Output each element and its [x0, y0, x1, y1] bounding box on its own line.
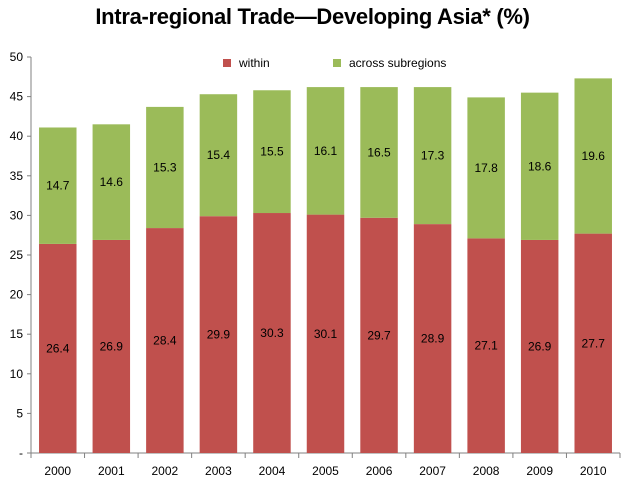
bar-across-subregions-2010 — [574, 78, 612, 234]
bar-within-2006 — [360, 217, 398, 453]
y-tick-label: 5 — [16, 406, 23, 420]
data-label: 19.6 — [582, 149, 606, 163]
data-label: 29.7 — [367, 328, 391, 342]
legend-label-within: within — [238, 56, 270, 70]
y-tick-label: 40 — [10, 129, 24, 143]
data-label: 14.7 — [46, 179, 70, 193]
bar-within-2005 — [306, 214, 345, 453]
bar-across-subregions-2008 — [467, 97, 505, 239]
y-tick-label: 20 — [10, 288, 24, 302]
bar-within-2004 — [253, 213, 291, 453]
bar-across-subregions-2009 — [520, 92, 559, 240]
data-label: 14.6 — [100, 175, 124, 189]
data-label: 17.8 — [474, 161, 498, 175]
bar-within-2000 — [39, 243, 77, 453]
y-tick-label: 35 — [10, 169, 24, 183]
bars — [39, 78, 612, 453]
data-label: 16.1 — [314, 144, 338, 158]
legend-swatch-within — [223, 59, 231, 67]
y-tick-label: 30 — [10, 208, 24, 222]
x-tick-label: 2007 — [419, 464, 446, 478]
data-label: 28.4 — [153, 334, 177, 348]
data-label: 28.9 — [421, 332, 445, 346]
data-label: 30.3 — [260, 326, 284, 340]
data-label: 15.5 — [260, 145, 284, 159]
bar-across-subregions-2000 — [39, 127, 77, 244]
data-labels: 26.4 14.7 26.9 14.6 28.4 15.3 29.9 15.4 30.3 15.5… — [46, 144, 605, 356]
data-label: 15.3 — [153, 160, 177, 174]
data-label: 27.1 — [474, 339, 498, 353]
y-tick-label: 15 — [10, 327, 24, 341]
bar-across-subregions-2006 — [360, 87, 398, 218]
y-tick-label: 45 — [10, 90, 24, 104]
legend-swatch-across-subregions — [333, 59, 341, 67]
y-tick-label: 50 — [10, 50, 24, 64]
bar-within-2008 — [467, 238, 505, 453]
bar-within-2001 — [92, 239, 131, 453]
bar-across-subregions-2005 — [306, 87, 345, 215]
y-tick-label: - — [19, 446, 23, 460]
x-tick-label: 2002 — [152, 464, 179, 478]
x-tick-label: 2004 — [259, 464, 286, 478]
x-tick-label: 2005 — [312, 464, 339, 478]
bar-across-subregions-2003 — [199, 94, 238, 217]
x-tick-label: 2001 — [98, 464, 125, 478]
data-label: 26.4 — [46, 341, 70, 355]
bar-within-2002 — [146, 228, 184, 453]
bar-within-2003 — [199, 216, 238, 453]
data-label: 16.5 — [367, 145, 391, 159]
x-tick-label: 2008 — [473, 464, 500, 478]
bar-within-2010 — [574, 233, 612, 453]
legend-label-across-subregions: across subregions — [349, 56, 446, 70]
bar-within-2007 — [413, 224, 452, 453]
data-label: 29.9 — [207, 328, 231, 342]
y-tick-label: 10 — [10, 367, 24, 381]
data-label: 17.3 — [421, 149, 445, 163]
x-tick-label: 2003 — [205, 464, 232, 478]
bar-across-subregions-2001 — [92, 124, 131, 240]
x-tick-label: 2009 — [526, 464, 553, 478]
data-label: 15.4 — [207, 148, 231, 162]
data-label: 26.9 — [100, 339, 124, 353]
bar-across-subregions-2007 — [413, 87, 452, 225]
x-tick-label: 2010 — [580, 464, 607, 478]
data-label: 30.1 — [314, 327, 338, 341]
data-label: 27.7 — [582, 336, 606, 350]
chart-title: Intra-regional Trade—Developing Asia* (%… — [95, 4, 530, 29]
legend: within across subregions — [223, 56, 446, 70]
data-label: 18.6 — [528, 159, 552, 173]
y-tick-label: 25 — [10, 248, 24, 262]
x-tick-label: 2000 — [44, 464, 71, 478]
x-tick-label: 2006 — [366, 464, 393, 478]
bar-across-subregions-2002 — [146, 106, 184, 229]
bar-within-2009 — [520, 239, 559, 453]
data-label: 26.9 — [528, 339, 552, 353]
bar-across-subregions-2004 — [253, 90, 291, 214]
